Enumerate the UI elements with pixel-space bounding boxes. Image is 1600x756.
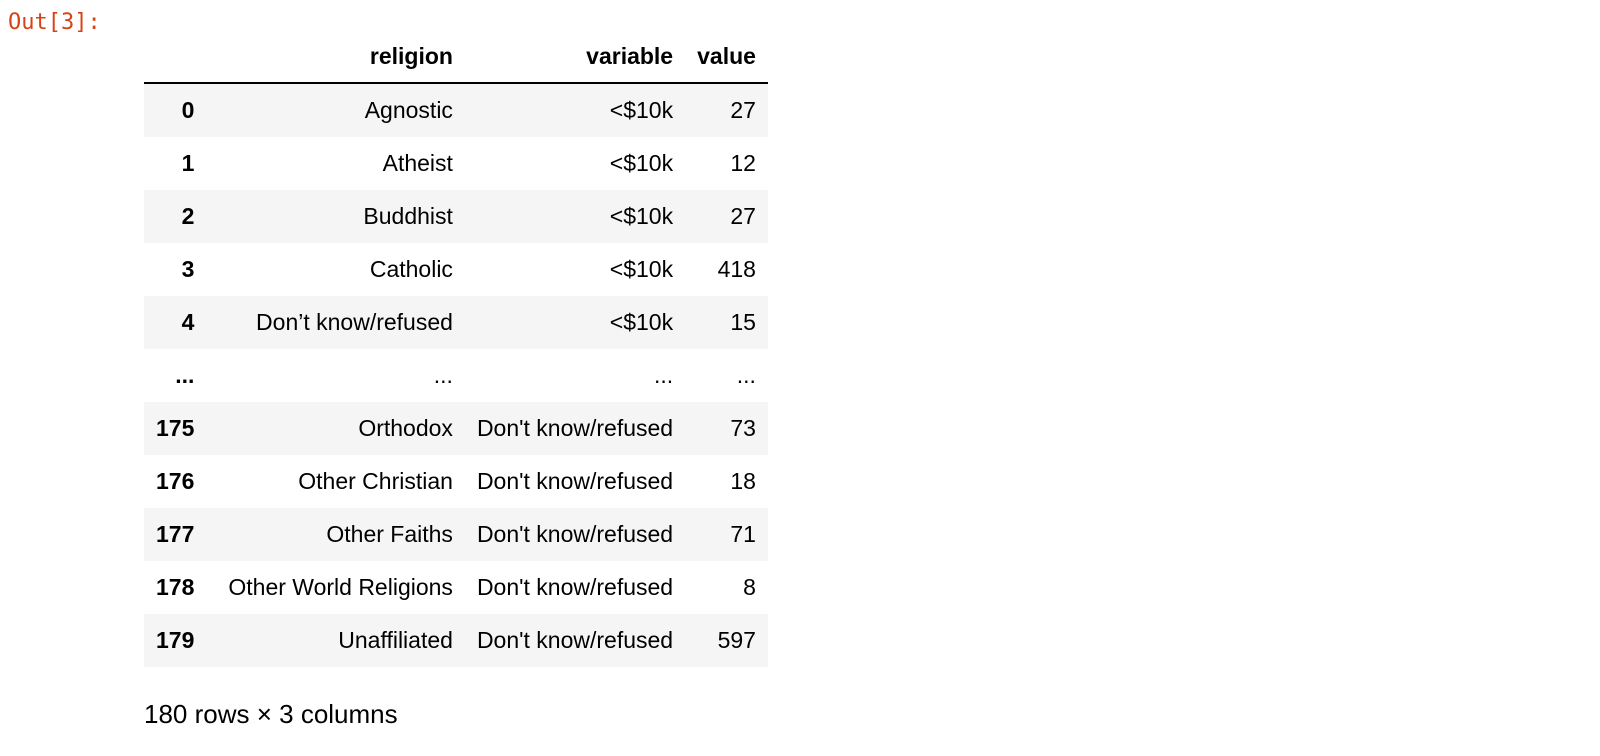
row-index: 1 bbox=[181, 150, 195, 176]
table-row: 178 Other World Religions Don't know/ref… bbox=[144, 561, 768, 614]
cell-religion: Catholic bbox=[369, 256, 453, 282]
row-index: 178 bbox=[156, 574, 195, 600]
index-header bbox=[144, 30, 217, 84]
cell-value: 8 bbox=[743, 574, 756, 600]
cell-religion: Orthodox bbox=[358, 415, 453, 441]
cell-value: 73 bbox=[730, 415, 756, 441]
cell-variable: ... bbox=[653, 362, 674, 388]
cell-variable: <$10k bbox=[609, 256, 674, 282]
cell-religion: Agnostic bbox=[364, 97, 453, 123]
table-row: 2 Buddhist <$10k 27 bbox=[144, 190, 768, 243]
header-row: religion variable value bbox=[144, 30, 768, 84]
table-row: 177 Other Faiths Don't know/refused 71 bbox=[144, 508, 768, 561]
dataframe-table: religion variable value 0 Agnostic <$10k… bbox=[144, 30, 768, 667]
table-body: 0 Agnostic <$10k 27 1 Atheist <$10k 12 2… bbox=[144, 83, 768, 667]
cell-variable: Don't know/refused bbox=[476, 521, 674, 547]
row-index: 0 bbox=[181, 97, 195, 123]
cell-value: 597 bbox=[717, 627, 756, 653]
column-header-religion: religion bbox=[216, 30, 465, 84]
cell-value: 418 bbox=[717, 256, 756, 282]
row-index: 179 bbox=[156, 627, 195, 653]
table-row: 176 Other Christian Don't know/refused 1… bbox=[144, 455, 768, 508]
cell-variable: Don't know/refused bbox=[476, 468, 674, 494]
row-index: 177 bbox=[156, 521, 195, 547]
table-row: 3 Catholic <$10k 418 bbox=[144, 243, 768, 296]
dataframe-shape-note: 180 rows × 3 columns bbox=[144, 699, 398, 729]
table-row: 0 Agnostic <$10k 27 bbox=[144, 83, 768, 137]
output-area: religion variable value 0 Agnostic <$10k… bbox=[144, 30, 768, 731]
table-row: 4 Don’t know/refused <$10k 15 bbox=[144, 296, 768, 349]
ellipsis-row: ... ... ... ... bbox=[144, 349, 768, 402]
table-row: 175 Orthodox Don't know/refused 73 bbox=[144, 402, 768, 455]
cell-religion: ... bbox=[433, 362, 453, 388]
output-prompt: Out[3]: bbox=[8, 10, 101, 35]
cell-religion: Unaffiliated bbox=[338, 627, 453, 653]
cell-value: 71 bbox=[730, 521, 756, 547]
row-index: 3 bbox=[181, 256, 195, 282]
cell-variable: Don't know/refused bbox=[476, 574, 674, 600]
row-index: 4 bbox=[181, 309, 195, 335]
table-row: 1 Atheist <$10k 12 bbox=[144, 137, 768, 190]
row-index: ... bbox=[175, 362, 195, 388]
cell-variable: <$10k bbox=[609, 97, 674, 123]
cell-religion: Buddhist bbox=[363, 203, 453, 229]
cell-value: ... bbox=[736, 362, 756, 388]
cell-value: 27 bbox=[730, 203, 756, 229]
cell-variable: <$10k bbox=[609, 150, 674, 176]
cell-religion: Other Faiths bbox=[326, 521, 453, 547]
cell-variable: Don't know/refused bbox=[476, 627, 674, 653]
cell-religion: Other World Religions bbox=[228, 574, 453, 600]
cell-value: 15 bbox=[730, 309, 756, 335]
column-header-variable: variable bbox=[464, 30, 686, 84]
cell-religion: Don’t know/refused bbox=[256, 309, 453, 335]
cell-value: 18 bbox=[730, 468, 756, 494]
cell-variable: Don't know/refused bbox=[476, 415, 674, 441]
row-index: 176 bbox=[156, 468, 195, 494]
column-header-value: value bbox=[685, 30, 768, 84]
table-row: 179 Unaffiliated Don't know/refused 597 bbox=[144, 614, 768, 667]
row-index: 175 bbox=[156, 415, 195, 441]
cell-value: 12 bbox=[730, 150, 756, 176]
cell-variable: <$10k bbox=[609, 203, 674, 229]
row-index: 2 bbox=[181, 203, 195, 229]
cell-variable: <$10k bbox=[609, 309, 674, 335]
cell-value: 27 bbox=[730, 97, 756, 123]
table-header: religion variable value bbox=[144, 30, 768, 84]
cell-religion: Other Christian bbox=[298, 468, 453, 494]
cell-religion: Atheist bbox=[382, 150, 453, 176]
